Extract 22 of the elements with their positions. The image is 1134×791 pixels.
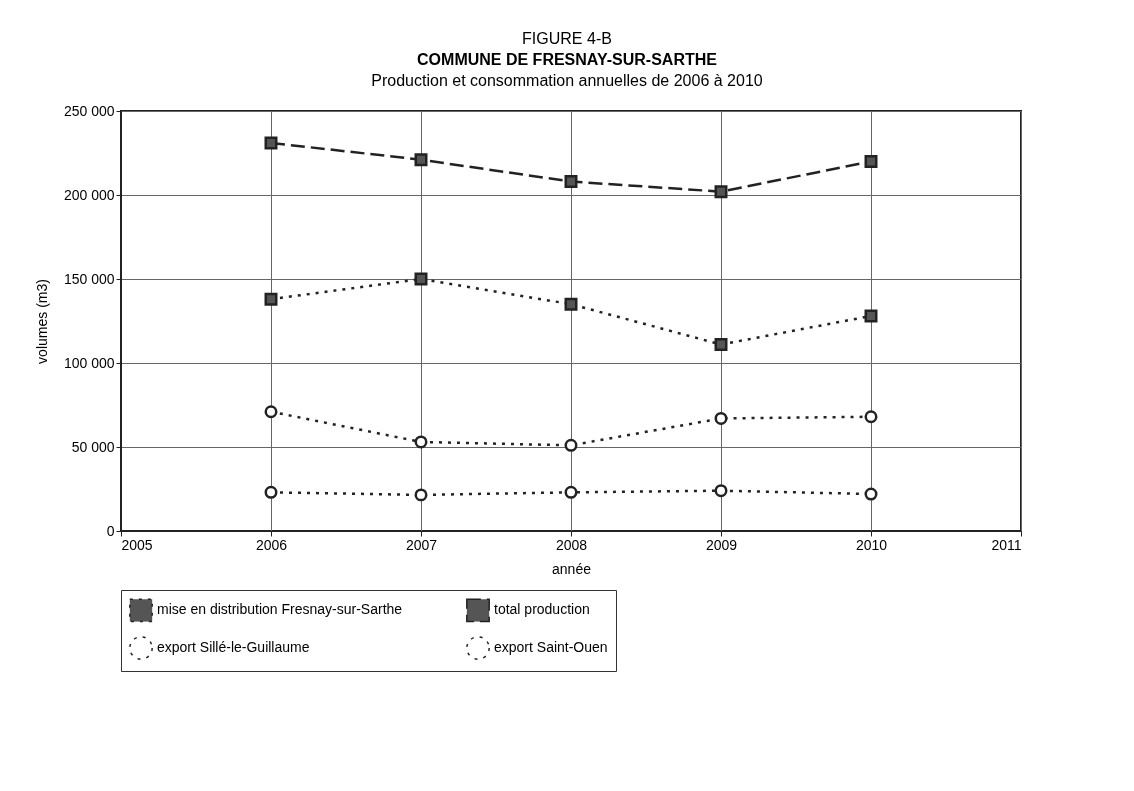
legend-label: export Sillé-le-Guillaume [157,639,310,655]
legend-label: total production [494,601,590,618]
y-tick-label: 50 000 [71,438,115,455]
x-tick-label: 2007 [405,536,438,553]
x-tick-label: 2008 [555,536,588,553]
x-tick-label: 2005 [121,536,153,553]
caption: FIGURE 4-B [521,29,613,49]
y-tick-label: 200 000 [63,186,115,203]
y-axis-title: volumes (m3) [33,279,50,364]
x-tick-label: 2009 [705,536,738,553]
chart-title: COMMUNE DE FRESNAY-SUR-SARTHE [416,50,718,70]
y-tick-label: 250 000 [63,102,115,119]
x-tick-label: 2011 [991,536,1022,553]
legend-label: mise en distribution Fresnay-sur-Sarthe [157,601,403,618]
y-tick-label: 150 000 [63,270,115,287]
x-tick-label: 2006 [255,536,288,553]
legend-label: export Saint-Ouen [494,639,608,655]
y-tick-label: 100 000 [63,354,115,371]
y-tick-label: 0 [106,522,115,539]
x-axis-title: année [552,560,592,577]
chart-subtitle: Production et consommation annuelles de 2006 à 2010 [370,71,764,91]
x-tick-label: 2010 [855,536,888,553]
